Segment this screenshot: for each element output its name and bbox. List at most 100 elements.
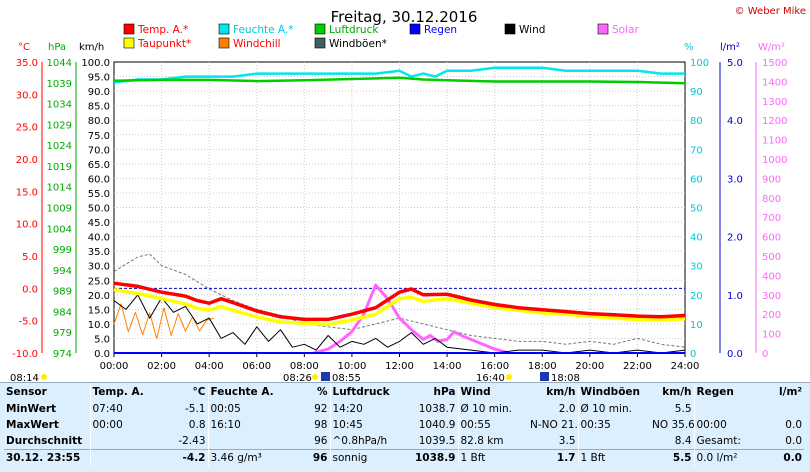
min-press: 1038.7 [418,403,456,415]
header-rain: Regen [693,383,758,401]
wind-unit-label: km/h [79,42,104,53]
humidity-tick-label: 100 [690,58,709,69]
rain-tick-label: 1.0 [727,291,743,302]
humidity-unit-label: % [684,42,694,53]
min-temp: -5.1 [185,403,206,415]
humidity-tick-label: 70 [690,145,703,156]
cur-temp-spacer [89,449,152,466]
solar-unit-label: W/m² [758,42,785,53]
max-wind-time: 00:55 [457,417,528,433]
pressure-tick-label: 1014 [47,183,72,194]
x-tick-label: 22:00 [623,361,652,372]
solar-tick-label: 600 [762,233,781,244]
row-label-current: 30.12. 23:55 [4,449,90,466]
header-press-unit: hPa [433,386,456,398]
statistics-table: Sensor Temp. A. °C Feuchte A. % Luftdruc… [0,382,810,472]
header-temp-unit: °C [192,386,206,398]
solar-tick-label: 1400 [762,77,787,88]
min-hum: 92 [314,403,328,415]
min-press-time: 14:20 [329,401,398,417]
legend-swatch [409,23,421,35]
chart-title: Freitag, 30.12.2016 [331,8,478,26]
header-gust-unit: km/h [662,386,692,398]
min-wind: 2.0 [558,403,576,415]
solar-tick-label: 900 [762,174,781,185]
series-taupunkt [113,287,686,327]
wind-tick-label: 85.0 [88,102,110,113]
min-rain [758,401,804,417]
x-tick-label: 06:00 [242,361,271,372]
current-rain-label: 0.0 l/m² [693,449,758,466]
max-hum: 98 [314,419,328,431]
header-hum: Feuchte A. [207,383,280,401]
solar-tick-label: 0 [762,349,768,360]
wind-tick-label: 100.0 [81,58,110,69]
current-abs-humidity: 3.46 g/m³ [207,449,280,466]
series-wind [113,294,686,354]
avg-hum-spacer [207,433,280,450]
sunrise-label: 08:26 [283,373,312,382]
chart-legend: Temp. A.* Feuchte A.* Luftdruck Regen Wind So… [123,23,639,50]
legend-label: Windböen* [329,38,387,50]
pressure-tick-label: 1024 [47,141,72,152]
temp-tick-label: 0.0 [22,284,38,295]
wind-tick-label: 20.0 [88,291,110,302]
current-hum: 96 [312,452,328,464]
current-gust-bft: 1 Bft [577,449,650,466]
header-sensor: Sensor [6,386,47,398]
humidity-tick-label: 40 [690,233,703,244]
rain-tick-label: 4.0 [727,116,743,127]
solar-tick-label: 1500 [762,58,787,69]
avg-press: 1039.5 [418,435,456,447]
series-windchill [113,303,215,340]
avg-press-trend: ^0.8hPa/h [329,433,398,450]
x-tick-label: 12:00 [385,361,414,372]
wind-tick-label: 5.0 [94,334,110,345]
humidity-tick-label: 50 [690,204,703,215]
wind-tick-label: 30.0 [88,262,110,273]
pressure-tick-label: 994 [53,266,72,277]
solar-tick-label: 700 [762,213,781,224]
x-tick-label: 18:00 [528,361,557,372]
weather-chart: Freitag, 30.12.2016 © Weber Mike Temp. A… [10,6,806,382]
pressure-tick-label: 1044 [47,58,72,69]
rain-unit-label: l/m² [720,42,740,53]
temp-tick-label: 15.0 [16,187,38,198]
legend-label: Solar [612,24,639,36]
rain-tick-label: 3.0 [727,174,743,185]
series-windb-en [113,253,686,348]
legend-label: Regen [424,24,457,36]
solar-tick-label: 1300 [762,97,787,108]
sunrise-icon [312,374,318,380]
series-feuchte-a [113,66,685,84]
rain-tick-label: 2.0 [727,233,743,244]
pressure-tick-label: 1019 [47,162,72,173]
min-wind-label: Ø 10 min. [457,401,528,417]
avg-gust: 8.4 [674,435,692,447]
legend-swatch [504,23,516,35]
pressure-unit-label: hPa [48,42,66,53]
x-tick-label: 04:00 [195,361,224,372]
legend-swatch [314,23,326,35]
legend-label: Feuchte A.* [233,24,294,36]
humidity-tick-label: 10 [690,320,703,331]
wind-tick-label: 60.0 [88,174,110,185]
current-rain: 0.0 [783,452,802,464]
chart-grid [114,62,685,353]
current-weather: sonnig [329,449,398,466]
current-gust: 5.5 [672,452,692,464]
legend-swatch [314,37,326,49]
min-hum-time: 00:05 [207,401,280,417]
sun-icon [41,374,47,380]
current-wind-bft: 1 Bft [457,449,528,466]
start-time-label: 08:14 [10,373,39,382]
legend-swatch [218,23,230,35]
avg-gust-spacer [577,433,650,450]
legend-swatch [123,23,135,35]
wind-tick-label: 75.0 [88,131,110,142]
solar-tick-label: 1200 [762,116,787,127]
max-temp-time: 00:00 [89,417,152,433]
solar-tick-label: 400 [762,271,781,282]
sun-moon-row: 08:14 08:26 08:55 16:40 18:08 [10,372,580,382]
